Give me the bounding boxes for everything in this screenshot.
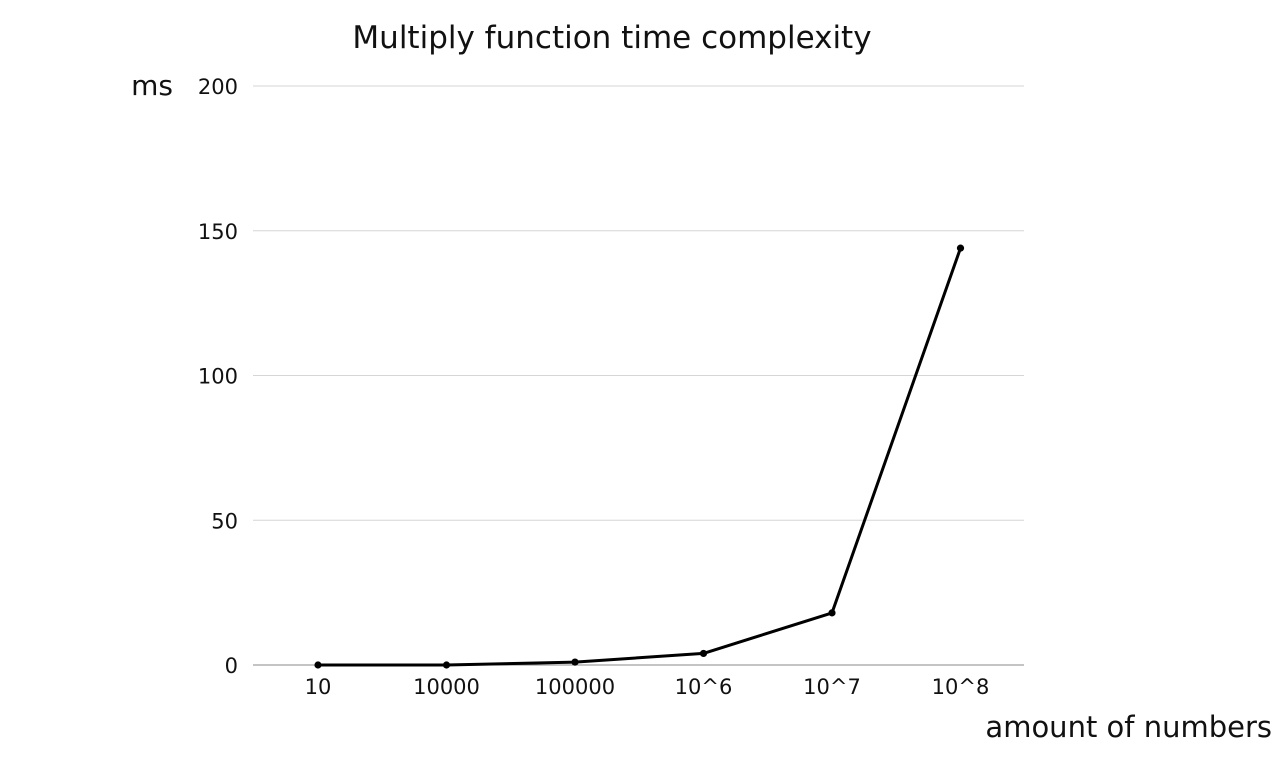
series-layer — [314, 244, 965, 669]
data-point — [442, 661, 451, 669]
y-tick-label: 100 — [198, 365, 238, 389]
y-tick-label: 0 — [225, 654, 238, 678]
gridlines — [253, 85, 1024, 666]
y-tick-label: 200 — [198, 75, 238, 99]
series-line — [318, 247, 962, 667]
x-tick-label: 10 — [305, 675, 332, 699]
data-point — [956, 244, 965, 252]
data-point — [314, 661, 322, 669]
x-tick-label: 10^7 — [803, 675, 861, 699]
x-tick-label: 10^8 — [932, 675, 990, 699]
x-tick-labels: 10 10000 100000 10^6 10^7 10^8 — [305, 675, 990, 699]
x-tick-label: 10^6 — [675, 675, 733, 699]
data-point — [571, 658, 579, 666]
x-axis-label: amount of numbers — [985, 710, 1272, 744]
y-axis-label: ms — [131, 69, 173, 102]
data-point — [699, 649, 708, 658]
x-tick-label: 100000 — [535, 675, 615, 699]
chart-title: Multiply function time complexity — [352, 20, 871, 56]
y-tick-label: 150 — [198, 220, 238, 244]
x-tick-label: 10000 — [413, 675, 480, 699]
y-tick-labels: 0 50 100 150 200 — [198, 75, 238, 678]
y-tick-label: 50 — [211, 509, 238, 533]
data-point — [828, 609, 836, 617]
